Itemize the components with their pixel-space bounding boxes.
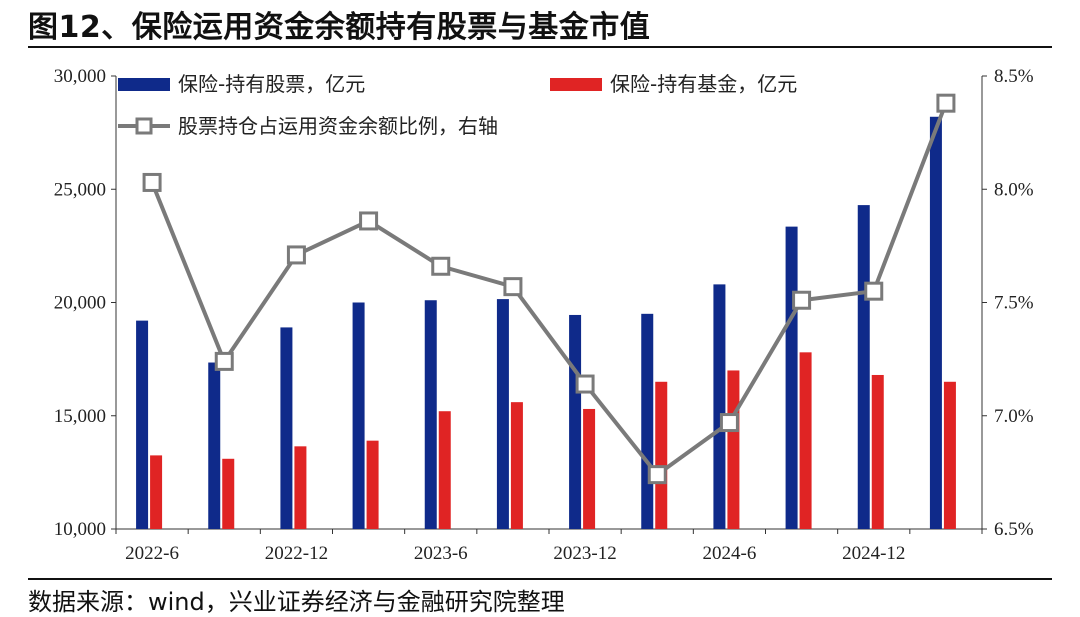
x-tick-label: 2024-6 xyxy=(703,543,757,564)
fund-bar xyxy=(943,381,956,529)
ratio-point xyxy=(142,172,162,192)
fund-bar xyxy=(222,458,235,529)
x-tick-label: 2022-12 xyxy=(265,543,328,564)
left-tick-label: 15,000 xyxy=(54,406,106,427)
stock-bar xyxy=(857,205,870,530)
stock-bar xyxy=(208,362,221,529)
fund-bar xyxy=(438,411,451,529)
stock-bar xyxy=(785,226,798,529)
fund-bar xyxy=(727,370,740,529)
legend-label-stocks: 保险-持有股票，亿元 xyxy=(178,72,365,96)
ratio-line-layer xyxy=(142,93,956,485)
stock-bar xyxy=(352,302,365,529)
ratio-point xyxy=(936,93,956,113)
ratio-point xyxy=(864,281,884,301)
ratio-point xyxy=(719,413,739,433)
ratio-line xyxy=(150,102,948,477)
legend-swatch-funds xyxy=(550,78,602,91)
stock-bar xyxy=(569,314,582,529)
legend-label-ratio: 股票持仓占运用资金余额比例，右轴 xyxy=(178,114,498,138)
right-tick-label: 7.0% xyxy=(994,406,1034,427)
title-rule xyxy=(28,46,1052,48)
fund-bar xyxy=(294,446,307,529)
legend-swatch-ratio-marker xyxy=(135,117,153,135)
fund-bar xyxy=(655,381,668,529)
left-tick-label: 10,000 xyxy=(54,519,106,540)
right-tick-label: 6.5% xyxy=(994,519,1034,540)
stock-bar xyxy=(496,299,509,529)
stock-bar xyxy=(424,300,437,529)
chart-area: 10,000 15,000 20,000 25,000 30,000 6.5% 7.0% 7.… xyxy=(54,66,1034,564)
right-tick-label: 8.5% xyxy=(994,66,1034,87)
stock-bar xyxy=(929,116,942,530)
axes: 10,000 15,000 20,000 25,000 30,000 6.5% 7.0% 7.… xyxy=(54,66,1034,564)
right-tick-label: 8.0% xyxy=(994,179,1034,200)
ratio-point xyxy=(503,277,523,297)
right-tick-label: 7.5% xyxy=(994,293,1034,314)
x-tick-label: 2024-12 xyxy=(842,543,905,564)
x-tick-label: 2023-6 xyxy=(414,543,468,564)
left-tick-label: 25,000 xyxy=(54,179,106,200)
fund-bar xyxy=(583,408,596,529)
ratio-point xyxy=(647,465,667,485)
ratio-point xyxy=(286,245,306,265)
fund-bar xyxy=(510,402,523,529)
legend-swatch-stocks xyxy=(118,78,170,91)
stock-bar xyxy=(641,313,654,529)
left-tick-label: 30,000 xyxy=(54,66,106,87)
legend-label-funds: 保险-持有基金，亿元 xyxy=(610,72,797,96)
stock-bar xyxy=(280,327,293,529)
x-tick-label: 2023-12 xyxy=(553,543,616,564)
fund-bar xyxy=(799,352,812,529)
ratio-point xyxy=(575,374,595,394)
fund-bar xyxy=(871,374,884,529)
ratio-point xyxy=(792,290,812,310)
fund-bar xyxy=(150,455,163,529)
footer-rule xyxy=(28,578,1052,580)
ratio-point xyxy=(431,256,451,276)
ratio-point xyxy=(359,211,379,231)
chart-title: 图12、保险运用资金余额持有股票与基金市值 xyxy=(28,10,651,45)
fund-bar xyxy=(366,440,379,529)
stock-bar xyxy=(136,320,149,529)
source-note: 数据来源：wind，兴业证券经济与金融研究院整理 xyxy=(28,588,565,616)
left-tick-label: 20,000 xyxy=(54,293,106,314)
stock-bar xyxy=(713,284,726,529)
ratio-point xyxy=(214,351,234,371)
bars-layer xyxy=(136,116,956,530)
x-tick-label: 2022-6 xyxy=(125,543,179,564)
